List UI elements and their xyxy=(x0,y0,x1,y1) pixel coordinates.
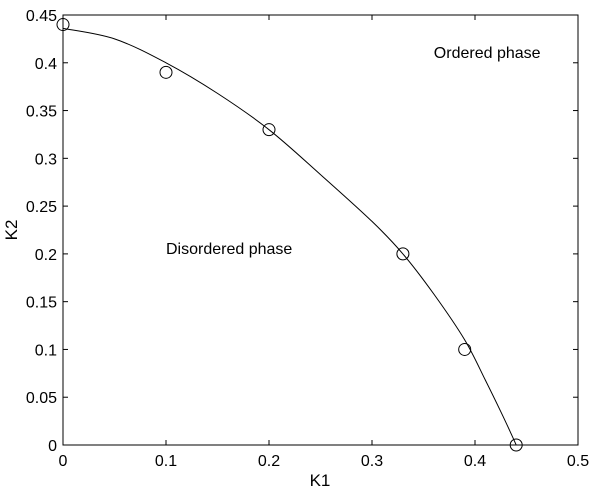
data-point-marker xyxy=(56,18,70,32)
y-tick-labels: 0 0.05 0.1 0.15 0.2 0.25 0.3 0.35 0.4 0.45 xyxy=(26,8,57,455)
y-tick-label: 0.3 xyxy=(35,151,57,168)
data-point-marker xyxy=(159,65,173,79)
data-point-marker xyxy=(458,342,472,356)
y-tick-label: 0 xyxy=(48,438,57,455)
phase-annotations: Ordered phase Disordered phase xyxy=(166,45,541,258)
phase-annotation: Ordered phase xyxy=(434,45,541,62)
y-axis-label: K2 xyxy=(2,220,21,241)
x-tick-label: 0.4 xyxy=(464,453,486,470)
x-tick-label: 0.3 xyxy=(361,453,383,470)
data-point-marker xyxy=(262,123,276,137)
data-point-marker xyxy=(396,247,410,261)
x-axis-label: K1 xyxy=(310,471,331,490)
x-tick-label: 0.1 xyxy=(155,453,177,470)
y-tick-label: 0.05 xyxy=(26,390,57,407)
y-tick-label: 0.15 xyxy=(26,295,57,312)
x-tick-labels: 0 0.1 0.2 0.3 0.4 0.5 xyxy=(59,453,590,470)
x-tick-label: 0 xyxy=(59,453,68,470)
data-markers xyxy=(56,18,523,452)
y-tick-label: 0.45 xyxy=(26,8,57,25)
x-tick-label: 0.5 xyxy=(567,453,589,470)
phase-annotation: Disordered phase xyxy=(166,241,292,258)
plot-frame xyxy=(62,14,579,446)
y-tick-label: 0.35 xyxy=(26,104,57,121)
y-tick-label: 0.25 xyxy=(26,199,57,216)
axis-ticks xyxy=(62,14,579,446)
data-point-marker xyxy=(509,438,523,452)
y-tick-label: 0.4 xyxy=(35,56,57,73)
x-tick-label: 0.2 xyxy=(258,453,280,470)
phase-boundary-curve xyxy=(62,27,517,446)
y-tick-label: 0.1 xyxy=(35,342,57,359)
y-tick-label: 0.2 xyxy=(35,247,57,264)
